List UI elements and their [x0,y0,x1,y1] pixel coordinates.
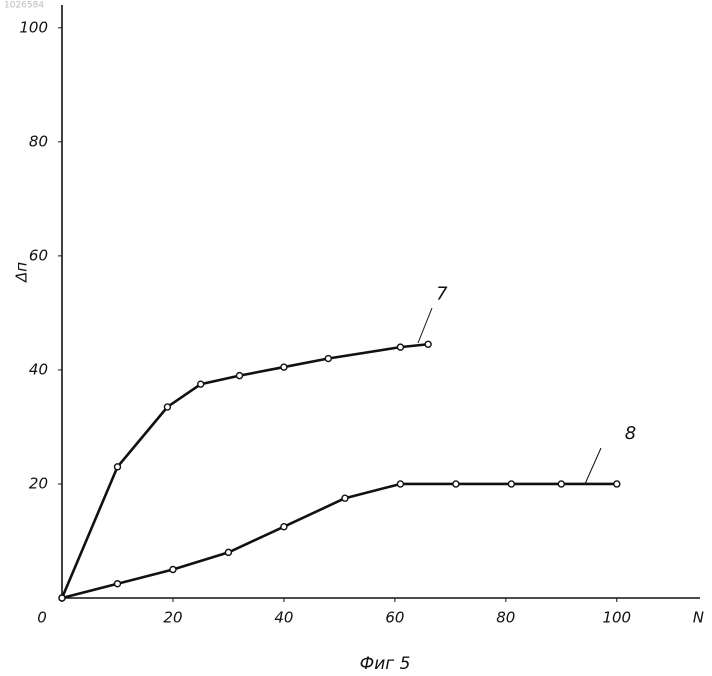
leader-line [418,308,432,343]
leader-line [585,448,601,484]
y-tick-label: 60 [29,246,48,264]
data-point [325,356,331,362]
data-point [59,595,65,601]
data-point [614,481,620,487]
watermark: 1026584 [4,1,44,11]
x-tick-label: 20 [163,609,182,627]
data-point [198,381,204,387]
data-point [558,481,564,487]
x-tick-label: 40 [274,609,293,627]
series-line [62,344,428,598]
data-point [453,481,459,487]
data-point [164,404,170,410]
y-axis-label: Δп [13,262,31,283]
data-point [508,481,514,487]
data-point [237,373,243,379]
data-point [225,549,231,555]
page: {"chart_data": {"type": "line", "title":… [0,0,712,676]
data-point [281,364,287,370]
x-tick-label: 60 [385,609,404,627]
data-point [114,464,120,470]
chart-title: Фиг 5 [360,654,411,674]
y-tick-label: 20 [29,474,48,492]
data-point [397,344,403,350]
data-point [342,495,348,501]
data-point [281,524,287,530]
x-tick-label: 80 [496,609,515,627]
y-tick-label: 40 [29,360,48,378]
data-point [114,581,120,587]
x-tick-label: 100 [602,609,631,627]
data-point [170,566,176,572]
y-tick-label: 100 [19,18,48,36]
y-tick-label: 80 [29,132,48,150]
series-line [62,484,617,598]
series-label: 7 [436,283,448,304]
series-label: 8 [625,423,636,444]
data-point [425,341,431,347]
x-axis-label: N [693,609,704,627]
x-tick-label: 0 [37,609,47,627]
chart: 1026584 Фиг 5 N Δп 0 20 40 60 80 100 20 40 60 80 1… [0,0,712,676]
data-point [397,481,403,487]
